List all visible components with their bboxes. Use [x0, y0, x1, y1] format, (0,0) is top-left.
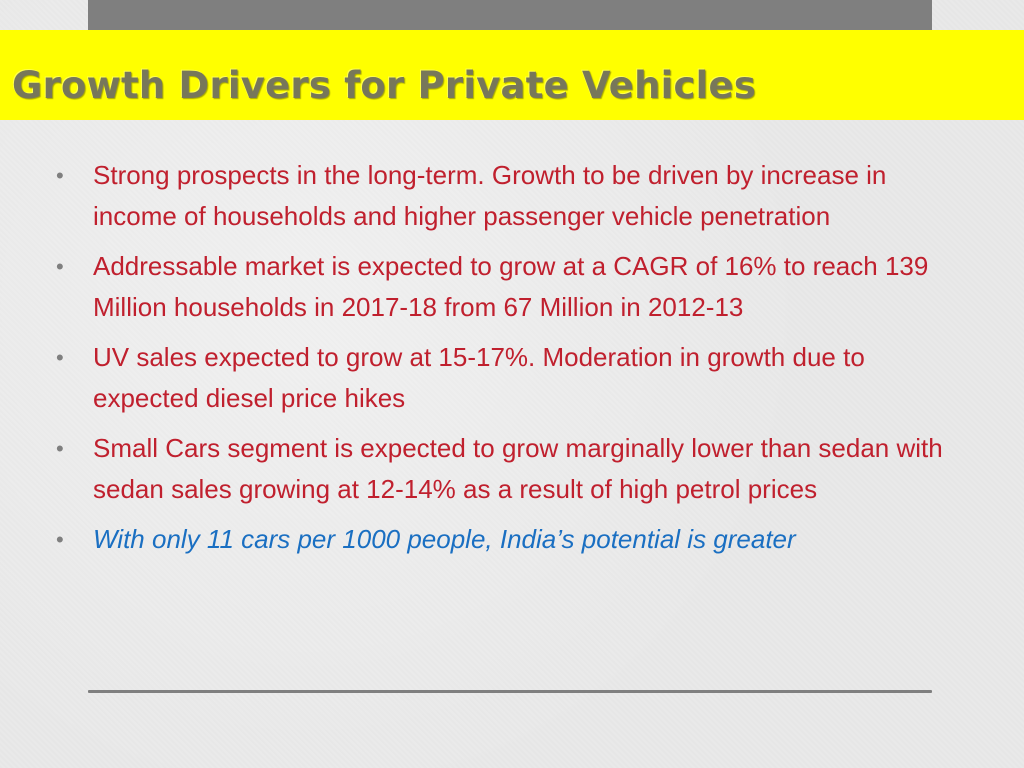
- bullet-list: • Strong prospects in the long-term. Gro…: [56, 155, 956, 560]
- bullet-marker: •: [56, 436, 64, 461]
- bullet-item-highlight: • With only 11 cars per 1000 people, Ind…: [56, 519, 956, 560]
- bullet-text: With only 11 cars per 1000 people, India…: [93, 524, 796, 554]
- bullet-text: Small Cars segment is expected to grow m…: [93, 433, 943, 504]
- bullet-marker: •: [56, 254, 64, 279]
- bullet-marker: •: [56, 345, 64, 370]
- title-band: [0, 30, 1024, 120]
- slide-content: • Strong prospects in the long-term. Gro…: [56, 155, 956, 569]
- bullet-text: UV sales expected to grow at 15-17%. Mod…: [93, 342, 865, 413]
- bullet-marker: •: [56, 527, 64, 552]
- bottom-divider: [88, 690, 932, 693]
- bullet-item: • Strong prospects in the long-term. Gro…: [56, 155, 956, 237]
- bullet-text: Addressable market is expected to grow a…: [93, 251, 929, 322]
- slide-title: Growth Drivers for Private Vehicles: [12, 64, 757, 107]
- bullet-item: • UV sales expected to grow at 15-17%. M…: [56, 337, 956, 419]
- top-decor-bar: [88, 0, 932, 30]
- bullet-marker: •: [56, 163, 64, 188]
- bullet-text: Strong prospects in the long-term. Growt…: [93, 160, 887, 231]
- bullet-item: • Small Cars segment is expected to grow…: [56, 428, 956, 510]
- bullet-item: • Addressable market is expected to grow…: [56, 246, 956, 328]
